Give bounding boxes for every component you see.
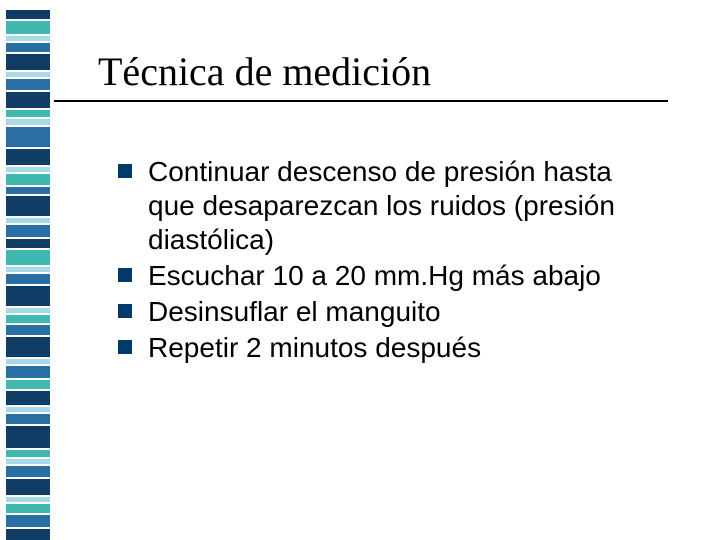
title-underline bbox=[54, 100, 668, 102]
decor-segment bbox=[6, 497, 50, 502]
decor-segment bbox=[6, 267, 50, 272]
decor-segment bbox=[6, 174, 50, 185]
bullet-item-text: Escuchar 10 a 20 mm.Hg más abajo bbox=[148, 260, 601, 291]
decor-segment bbox=[6, 529, 50, 540]
bullet-item-text: Repetir 2 minutos después bbox=[148, 332, 481, 363]
decor-segment bbox=[6, 466, 50, 477]
left-decor-stripes bbox=[6, 10, 50, 540]
decor-segment bbox=[6, 515, 50, 527]
decor-segment bbox=[6, 286, 50, 306]
decor-segment bbox=[6, 504, 50, 513]
bullet-list: Continuar descenso de presión hasta que … bbox=[118, 155, 658, 367]
decor-segment bbox=[6, 359, 50, 364]
slide-title: Técnica de medición bbox=[98, 48, 431, 95]
decor-segment bbox=[6, 274, 50, 284]
decor-segment bbox=[6, 459, 50, 464]
decor-segment bbox=[6, 218, 50, 223]
decor-segment bbox=[6, 225, 50, 237]
bullet-item: Escuchar 10 a 20 mm.Hg más abajo bbox=[118, 259, 658, 293]
decor-segment bbox=[6, 239, 50, 248]
decor-segment bbox=[6, 72, 50, 77]
decor-segment bbox=[6, 43, 50, 52]
bullet-item: Continuar descenso de presión hasta que … bbox=[118, 155, 658, 257]
decor-segment bbox=[6, 92, 50, 108]
decor-segment bbox=[6, 380, 50, 389]
bullet-item: Repetir 2 minutos después bbox=[118, 331, 658, 365]
decor-segment bbox=[6, 366, 50, 378]
decor-segment bbox=[6, 196, 50, 216]
decor-segment bbox=[6, 54, 50, 70]
decor-segment bbox=[6, 479, 50, 495]
bullet-item: Desinsuflar el manguito bbox=[118, 295, 658, 329]
decor-segment bbox=[6, 127, 50, 147]
decor-segment bbox=[6, 79, 50, 90]
decor-segment bbox=[6, 426, 50, 448]
decor-segment bbox=[6, 325, 50, 335]
bullet-item-text: Continuar descenso de presión hasta que … bbox=[148, 156, 615, 255]
decor-segment bbox=[6, 407, 50, 412]
decor-segment bbox=[6, 450, 50, 457]
decor-segment bbox=[6, 149, 50, 165]
square-bullet-icon bbox=[118, 164, 132, 178]
decor-segment bbox=[6, 337, 50, 357]
decor-segment bbox=[6, 119, 50, 125]
decor-segment bbox=[6, 315, 50, 323]
decor-segment bbox=[6, 187, 50, 194]
square-bullet-icon bbox=[118, 340, 132, 354]
decor-segment bbox=[6, 10, 50, 19]
slide: Técnica de medición Continuar descenso d… bbox=[0, 0, 720, 540]
decor-segment bbox=[6, 21, 50, 34]
decor-segment bbox=[6, 110, 50, 117]
bullet-item-text: Desinsuflar el manguito bbox=[148, 296, 441, 327]
decor-segment bbox=[6, 36, 50, 41]
decor-segment bbox=[6, 391, 50, 405]
decor-segment bbox=[6, 167, 50, 172]
decor-segment bbox=[6, 308, 50, 313]
square-bullet-icon bbox=[118, 304, 132, 318]
decor-segment bbox=[6, 414, 50, 424]
square-bullet-icon bbox=[118, 268, 132, 282]
decor-segment bbox=[6, 250, 50, 265]
